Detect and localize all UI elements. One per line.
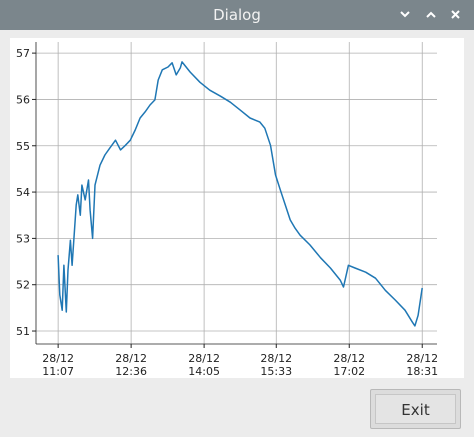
data-line: [57, 61, 423, 327]
minimize-button[interactable]: [400, 11, 410, 18]
y-tick-label: 57: [16, 47, 30, 60]
y-tick-label: 51: [16, 325, 30, 338]
close-button[interactable]: [451, 10, 460, 19]
x-tick-label: 28/12 17:02: [333, 352, 365, 378]
x-tick-label: 28/12 15:33: [260, 352, 292, 378]
exit-label: Exit: [375, 394, 456, 424]
y-tick-label: 54: [16, 186, 30, 199]
exit-button[interactable]: Exit: [370, 389, 461, 429]
window-controls: [400, 10, 460, 19]
title-bar: Dialog: [0, 0, 474, 30]
chart: 51 52 53 54 55 56 57 28/12 11:07 28/12 12:36 28/12 1…: [16, 42, 438, 378]
y-tick-label: 52: [16, 279, 30, 292]
x-tick-label: 28/12 12:36: [115, 352, 147, 378]
x-tick-label: 28/12 11:07: [42, 352, 74, 378]
maximize-button[interactable]: [426, 11, 436, 18]
x-tick-label: 28/12 14:05: [188, 352, 220, 378]
chart-area: 51 52 53 54 55 56 57 28/12 11:07 28/12 12:36 28/12 1…: [10, 38, 464, 378]
y-tick-label: 55: [16, 140, 30, 153]
y-tick-label: 53: [16, 232, 30, 245]
x-tick-label: 28/12 18:31: [406, 352, 438, 378]
window-title: Dialog: [213, 6, 261, 24]
y-tick-label: 56: [16, 93, 30, 106]
